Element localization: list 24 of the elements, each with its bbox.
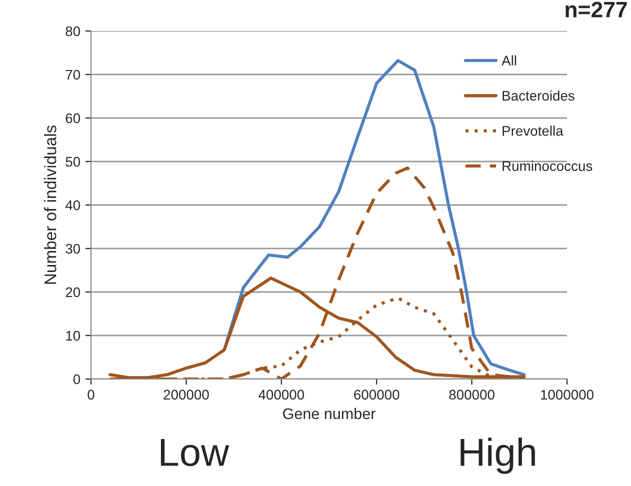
y-axis-title: Number of individuals: [44, 125, 56, 284]
y-tick-label: 50: [66, 156, 80, 167]
y-tick-label: 10: [66, 330, 80, 341]
x-tick-label: 1000000: [541, 390, 594, 400]
legend-label: Prevotella: [502, 126, 564, 136]
y-tick-label: 30: [66, 244, 80, 254]
text: High: [460, 438, 535, 474]
y-tick-label: 70: [66, 70, 80, 80]
x-axis-title: Gene number: [283, 408, 376, 420]
y-tick-label: 40: [65, 200, 80, 210]
text: n=277: [566, 2, 627, 18]
y-tick-label: 80: [66, 26, 80, 36]
x-tick-label: 200000: [164, 390, 209, 400]
legend-label: Bacteroides: [502, 90, 574, 101]
y-tick-label: 60: [66, 113, 80, 124]
x-tick-label: 400000: [258, 390, 304, 400]
y-tick-label: 0: [73, 374, 80, 384]
y-tick-label: 20: [66, 287, 80, 298]
legend-label: All: [502, 55, 516, 66]
x-tick-label: 600000: [354, 390, 400, 400]
x-tick-label: 800000: [449, 390, 494, 400]
text: Low: [160, 439, 230, 466]
legend-label: Ruminococcus: [502, 160, 592, 171]
x-tick-label: 0: [88, 390, 94, 400]
